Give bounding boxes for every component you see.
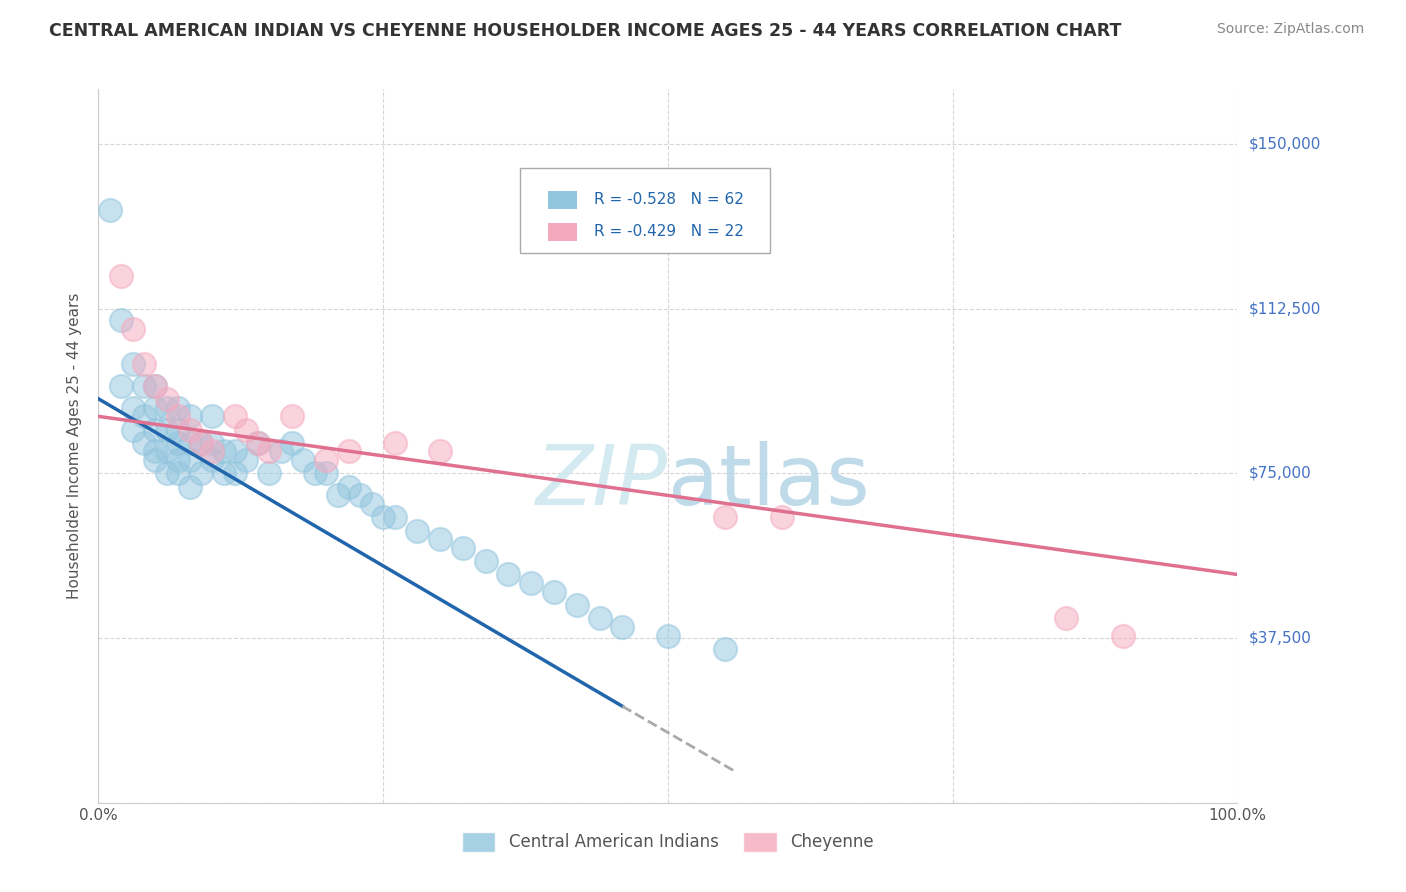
- Point: [406, 524, 429, 538]
- Point: [224, 444, 246, 458]
- Point: [145, 401, 167, 415]
- Point: [145, 378, 167, 392]
- Point: [156, 401, 179, 415]
- Point: [121, 423, 143, 437]
- Point: [167, 435, 190, 450]
- Point: [349, 488, 371, 502]
- Point: [145, 453, 167, 467]
- Text: R = -0.528   N = 62: R = -0.528 N = 62: [593, 193, 744, 207]
- Point: [612, 620, 634, 634]
- Text: CENTRAL AMERICAN INDIAN VS CHEYENNE HOUSEHOLDER INCOME AGES 25 - 44 YEARS CORREL: CENTRAL AMERICAN INDIAN VS CHEYENNE HOUS…: [49, 22, 1122, 40]
- Text: R = -0.429   N = 22: R = -0.429 N = 22: [593, 225, 744, 239]
- Point: [657, 629, 679, 643]
- Point: [292, 453, 315, 467]
- Point: [179, 435, 201, 450]
- Point: [156, 467, 179, 481]
- Point: [110, 268, 132, 283]
- Point: [167, 453, 190, 467]
- Point: [588, 611, 610, 625]
- Point: [190, 435, 212, 450]
- Point: [246, 435, 269, 450]
- Point: [132, 357, 155, 371]
- FancyBboxPatch shape: [548, 191, 576, 209]
- Point: [156, 392, 179, 406]
- Text: atlas: atlas: [668, 442, 869, 522]
- Text: $150,000: $150,000: [1249, 136, 1320, 152]
- Point: [259, 467, 281, 481]
- Point: [179, 409, 201, 424]
- Point: [315, 467, 337, 481]
- Point: [281, 409, 304, 424]
- Point: [110, 378, 132, 392]
- Point: [474, 554, 496, 568]
- Point: [190, 435, 212, 450]
- Point: [201, 444, 224, 458]
- Point: [201, 435, 224, 450]
- Point: [145, 378, 167, 392]
- Point: [429, 444, 451, 458]
- Text: $37,500: $37,500: [1249, 631, 1312, 646]
- Point: [429, 533, 451, 547]
- Point: [212, 444, 235, 458]
- Point: [145, 423, 167, 437]
- Point: [167, 401, 190, 415]
- FancyBboxPatch shape: [548, 223, 576, 241]
- Legend: Central American Indians, Cheyenne: Central American Indians, Cheyenne: [456, 825, 880, 859]
- Point: [384, 435, 406, 450]
- Point: [770, 510, 793, 524]
- Point: [235, 453, 257, 467]
- Point: [543, 585, 565, 599]
- Point: [326, 488, 349, 502]
- Point: [121, 321, 143, 335]
- Point: [156, 423, 179, 437]
- Point: [360, 497, 382, 511]
- Point: [259, 444, 281, 458]
- Point: [246, 435, 269, 450]
- Text: Source: ZipAtlas.com: Source: ZipAtlas.com: [1216, 22, 1364, 37]
- Point: [156, 444, 179, 458]
- Point: [121, 357, 143, 371]
- Y-axis label: Householder Income Ages 25 - 44 years: Householder Income Ages 25 - 44 years: [67, 293, 83, 599]
- Point: [451, 541, 474, 555]
- Point: [98, 202, 121, 217]
- Point: [224, 467, 246, 481]
- Point: [1112, 629, 1135, 643]
- Point: [315, 453, 337, 467]
- Point: [201, 409, 224, 424]
- Point: [714, 510, 737, 524]
- Point: [371, 510, 394, 524]
- Point: [384, 510, 406, 524]
- Point: [132, 378, 155, 392]
- Point: [235, 423, 257, 437]
- Point: [132, 409, 155, 424]
- Point: [179, 480, 201, 494]
- Text: $112,500: $112,500: [1249, 301, 1320, 317]
- Point: [167, 423, 190, 437]
- Point: [224, 409, 246, 424]
- Point: [212, 467, 235, 481]
- Point: [121, 401, 143, 415]
- Point: [281, 435, 304, 450]
- Point: [714, 642, 737, 657]
- Point: [190, 467, 212, 481]
- Point: [201, 453, 224, 467]
- FancyBboxPatch shape: [520, 168, 770, 253]
- Point: [179, 423, 201, 437]
- Point: [110, 312, 132, 326]
- Point: [520, 576, 543, 591]
- Text: ZIP: ZIP: [536, 442, 668, 522]
- Point: [1054, 611, 1078, 625]
- Point: [167, 467, 190, 481]
- Point: [337, 444, 360, 458]
- Point: [167, 409, 190, 424]
- Point: [270, 444, 292, 458]
- Point: [145, 444, 167, 458]
- Point: [565, 598, 588, 612]
- Point: [337, 480, 360, 494]
- Point: [179, 453, 201, 467]
- Text: $75,000: $75,000: [1249, 466, 1312, 481]
- Point: [132, 435, 155, 450]
- Point: [304, 467, 326, 481]
- Point: [498, 567, 520, 582]
